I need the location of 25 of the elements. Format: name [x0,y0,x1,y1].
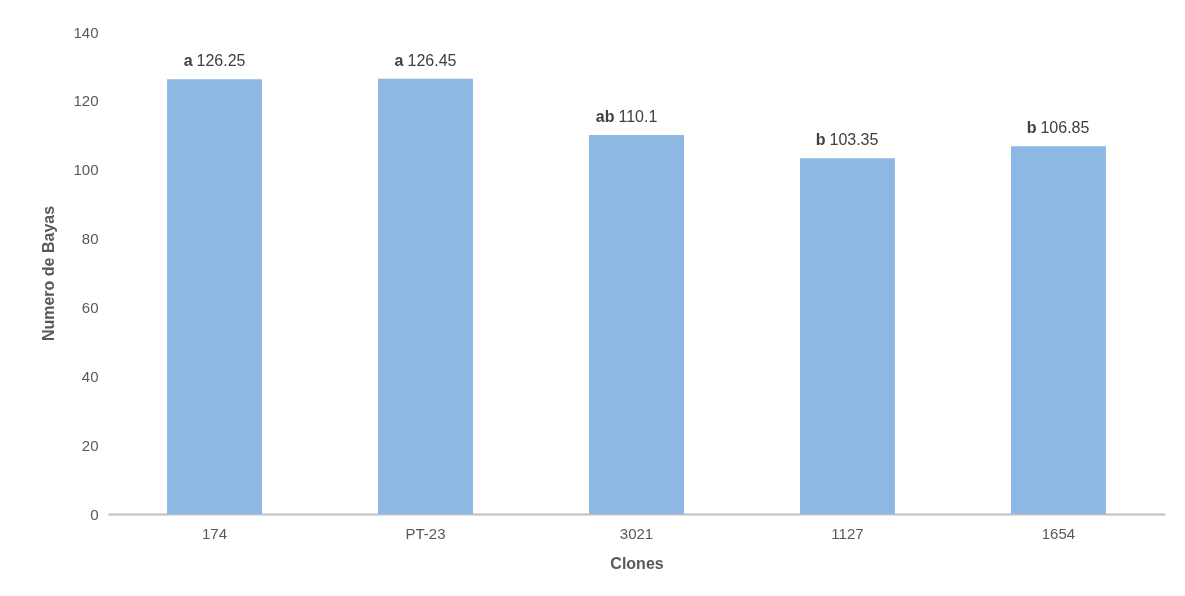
y-tick-label: 140 [73,23,99,41]
y-tick-label: 20 [81,436,99,454]
text: a 126.25 [183,52,246,70]
text: a 126.45 [394,51,457,69]
bar [800,158,895,514]
text: ab 110.1 [595,107,658,125]
bar [1010,146,1106,514]
text: b 106.85 [1026,119,1090,137]
x-tick-label: PT-23 [405,524,446,542]
x-axis-title: Clones [610,554,664,572]
y-tick-label: 100 [73,161,99,179]
bar [589,134,684,514]
y-tick-label: 120 [73,92,99,110]
y-tick-label: 60 [81,298,99,316]
y-axis-title: Numero de Bayas [40,205,58,342]
bar [167,79,263,514]
y-tick-label: 80 [81,230,99,248]
x-tick-label: 1654 [1041,524,1076,542]
y-tick-label: 40 [81,367,99,385]
x-tick-label: 3021 [619,524,654,542]
x-tick-label: 174 [202,524,228,542]
x-tick-label: 1127 [831,524,864,542]
text: b 103.35 [815,131,879,149]
y-tick-label: 0 [90,505,99,523]
bar [378,78,473,514]
